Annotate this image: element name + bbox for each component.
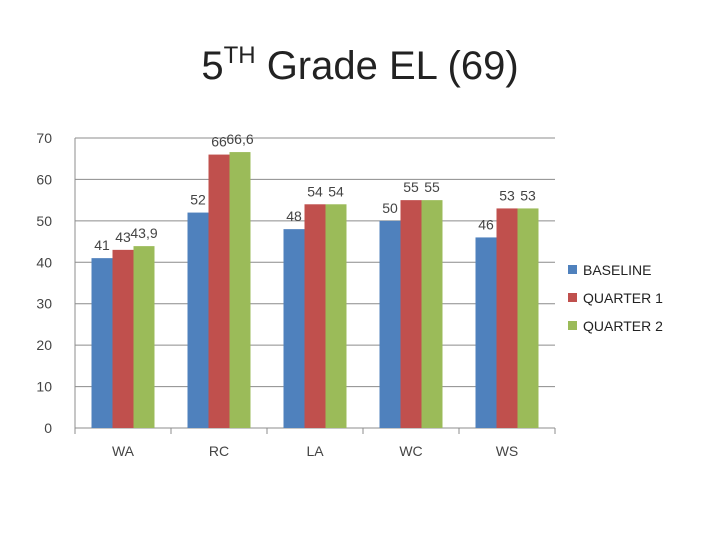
- y-tick-label: 30: [36, 296, 52, 312]
- bar: [229, 152, 251, 429]
- bar: [133, 246, 155, 428]
- chart-title-text: Grade EL (69): [255, 44, 519, 88]
- data-label: 43,9: [130, 225, 157, 241]
- legend-label: BASELINE: [583, 262, 651, 278]
- y-tick-label: 0: [44, 420, 52, 436]
- legend-swatch: [568, 293, 577, 302]
- bar: [421, 200, 443, 428]
- y-tick-label: 50: [36, 213, 52, 229]
- bar: [325, 204, 347, 428]
- data-label: 46: [478, 216, 494, 232]
- bar: [112, 249, 134, 428]
- data-label: 48: [286, 208, 302, 224]
- x-tick-label: WA: [112, 443, 135, 459]
- legend-swatch: [568, 265, 577, 274]
- y-tick-label: 40: [36, 254, 52, 270]
- data-label: 55: [403, 179, 419, 195]
- y-tick-label: 70: [36, 130, 52, 146]
- data-label: 52: [190, 192, 206, 208]
- data-label: 53: [499, 187, 515, 203]
- bar: [187, 212, 209, 428]
- legend-swatch: [568, 321, 577, 330]
- bar: [91, 258, 113, 428]
- legend-label: QUARTER 1: [583, 290, 663, 306]
- y-tick-label: 10: [36, 379, 52, 395]
- bar: [208, 154, 230, 429]
- y-tick-label: 60: [36, 171, 52, 187]
- data-label: 43: [115, 229, 131, 245]
- y-tick-label: 20: [36, 337, 52, 353]
- x-tick-label: LA: [306, 443, 324, 459]
- legend-label: QUARTER 2: [583, 318, 663, 334]
- data-label: 41: [94, 237, 110, 253]
- chart-title-number: 5: [201, 44, 224, 88]
- data-label: 54: [328, 183, 344, 199]
- x-tick-label: WC: [399, 443, 422, 459]
- chart-title: 5TH Grade EL (69): [0, 42, 720, 89]
- bar: [517, 208, 539, 428]
- bar: [379, 220, 401, 428]
- data-label: 66: [211, 134, 227, 150]
- bar: [496, 208, 518, 428]
- data-label: 55: [424, 179, 440, 195]
- chart-title-superscript: TH: [223, 42, 256, 69]
- data-label: 53: [520, 187, 536, 203]
- data-label: 54: [307, 183, 323, 199]
- bar: [283, 229, 305, 428]
- x-tick-label: RC: [209, 443, 229, 459]
- x-tick-label: WS: [496, 443, 519, 459]
- data-label: 66,6: [226, 131, 253, 147]
- bar: [400, 200, 422, 428]
- data-label: 50: [382, 200, 398, 216]
- bar: [304, 204, 326, 428]
- bar: [475, 237, 497, 428]
